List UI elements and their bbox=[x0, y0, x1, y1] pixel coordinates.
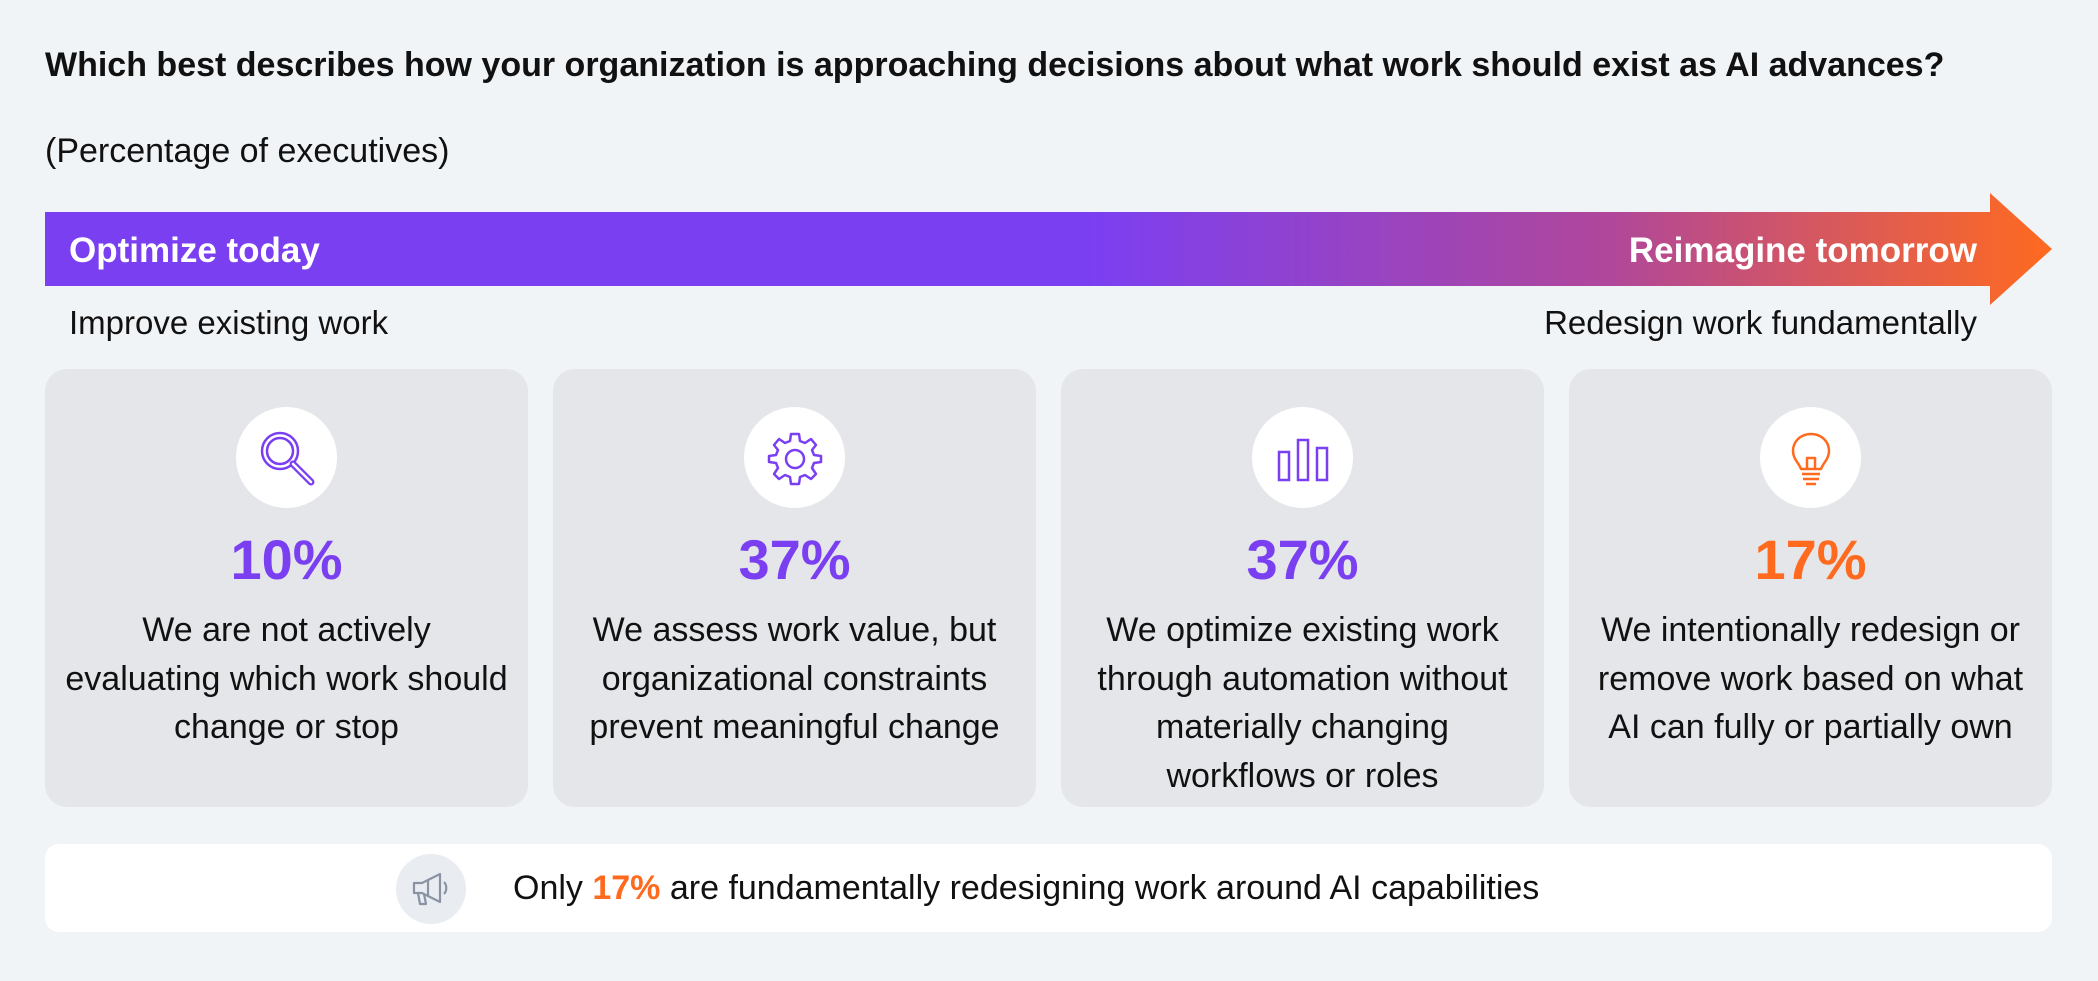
redesign-work-label: Redesign work fundamentally bbox=[1544, 304, 1977, 341]
callout-prefix: Only bbox=[513, 869, 593, 907]
improve-existing-work-label: Improve existing work bbox=[69, 304, 389, 341]
response-card: 17% We intentionally redesign or remove … bbox=[1569, 369, 2052, 807]
response-card: 10% We are not actively evaluating which… bbox=[45, 369, 528, 807]
response-description: We intentionally redesign or remove work… bbox=[1597, 611, 2024, 746]
megaphone-icon bbox=[396, 854, 466, 924]
callout-suffix: are fundamentally redesigning work aroun… bbox=[660, 869, 1540, 907]
response-description: We are not actively evaluating which wor… bbox=[65, 611, 508, 746]
reimagine-tomorrow-label: Reimagine tomorrow bbox=[1628, 231, 1977, 270]
optimize-today-label: Optimize today bbox=[69, 231, 320, 270]
callout-text: Only 17% are fundamentally redesigning w… bbox=[513, 867, 1539, 909]
response-description: We assess work value, but organizational… bbox=[589, 611, 1000, 746]
percent-value: 17% bbox=[1754, 528, 1867, 591]
magnifier-icon bbox=[236, 407, 337, 508]
callout-box: Only 17% are fundamentally redesigning w… bbox=[45, 844, 2052, 932]
chart-title: Which best describes how your organizati… bbox=[45, 46, 1945, 84]
spectrum-arrow-shape bbox=[45, 193, 2052, 305]
chart-subtitle: (Percentage of executives) bbox=[45, 132, 450, 170]
spectrum-arrow bbox=[45, 193, 2052, 305]
percent-value: 10% bbox=[230, 528, 343, 591]
bar-chart-icon bbox=[1252, 407, 1353, 508]
percent-value: 37% bbox=[738, 528, 851, 591]
gear-icon bbox=[744, 407, 845, 508]
callout-highlight: 17% bbox=[592, 869, 661, 907]
percent-value: 37% bbox=[1246, 528, 1359, 591]
response-description: We optimize existing work through automa… bbox=[1097, 611, 1508, 795]
response-cards: 10% We are not actively evaluating which… bbox=[45, 369, 2052, 807]
lightbulb-icon bbox=[1760, 407, 1861, 508]
response-card: 37% We optimize existing work through au… bbox=[1061, 369, 1544, 807]
response-card: 37% We assess work value, but organizati… bbox=[553, 369, 1036, 807]
